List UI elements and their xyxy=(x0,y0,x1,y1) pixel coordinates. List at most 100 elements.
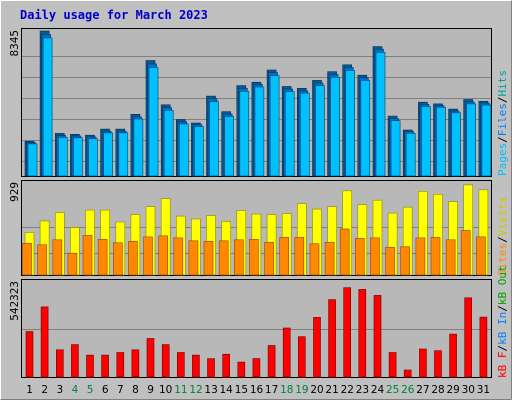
bar-pages-day-10 xyxy=(163,110,174,177)
day-label-18: 18 xyxy=(280,384,293,396)
legend-kb-out: kB Out xyxy=(496,265,509,305)
bar-kbytes-day-14 xyxy=(222,353,230,378)
bar-kbytes-day-5 xyxy=(86,354,94,378)
bar-pages-day-18 xyxy=(284,91,295,177)
bar-sites-day-11 xyxy=(173,237,184,276)
bar-sites-day-9 xyxy=(143,236,153,276)
bar-pages-day-4 xyxy=(73,137,83,177)
day-label-9: 9 xyxy=(147,384,154,396)
bar-kbytes-day-2 xyxy=(40,306,49,378)
bar-kbytes-day-7 xyxy=(116,352,125,378)
bar-kbytes-day-15 xyxy=(237,361,246,378)
bar-sites-day-22 xyxy=(339,228,350,276)
bar-kbytes-day-11 xyxy=(177,352,185,378)
bar-pages-day-23 xyxy=(360,80,371,177)
bar-sites-day-10 xyxy=(158,235,168,276)
day-label-6: 6 xyxy=(102,384,109,396)
bar-kbytes-day-29 xyxy=(449,333,457,378)
bar-pages-day-9 xyxy=(148,67,159,177)
bar-sites-day-12 xyxy=(188,240,199,276)
day-label-28: 28 xyxy=(431,384,444,396)
bar-kbytes-day-10 xyxy=(161,344,170,378)
bar-pages-day-3 xyxy=(57,137,68,177)
bar-kbytes-day-1 xyxy=(25,331,34,378)
bars-kbytes xyxy=(25,287,488,378)
bar-sites-day-1 xyxy=(22,243,32,276)
bar-kbytes-day-12 xyxy=(192,354,200,378)
day-label-30: 30 xyxy=(462,384,475,396)
bar-kbytes-day-3 xyxy=(55,349,64,378)
bar-pages-day-27 xyxy=(421,106,431,177)
bar-kbytes-day-27 xyxy=(419,348,427,378)
bar-pages-day-21 xyxy=(330,77,340,177)
bar-kbytes-day-13 xyxy=(207,358,215,378)
bar-pages-day-12 xyxy=(194,126,204,177)
bar-sites-day-17 xyxy=(264,242,274,276)
bar-sites-day-14 xyxy=(218,240,229,276)
bar-kbytes-day-26 xyxy=(403,369,412,378)
bar-kbytes-day-21 xyxy=(328,299,336,378)
legend-kb-f: kB F xyxy=(496,352,509,379)
bar-kbytes-day-23 xyxy=(358,289,367,378)
legend-bottom: kB F/kB In/kB Out xyxy=(496,265,509,378)
bar-pages-day-24 xyxy=(375,51,386,177)
legend-files: Files xyxy=(496,103,509,136)
day-label-7: 7 xyxy=(117,384,124,396)
bar-pages-day-13 xyxy=(209,101,219,177)
day-label-8: 8 xyxy=(132,384,139,396)
bar-sites-day-26 xyxy=(400,246,411,276)
day-label-29: 29 xyxy=(447,384,460,396)
bar-pages-day-8 xyxy=(133,118,144,177)
bar-pages-day-30 xyxy=(466,103,477,177)
bar-sites-day-30 xyxy=(460,230,471,276)
day-label-2: 2 xyxy=(41,384,48,396)
day-label-24: 24 xyxy=(371,384,385,396)
bar-kbytes-day-19 xyxy=(297,336,306,378)
bar-pages-day-26 xyxy=(405,133,416,177)
bar-sites-day-18 xyxy=(279,237,290,276)
ymax-label-middle: 929 xyxy=(8,182,21,202)
bar-sites-day-5 xyxy=(82,235,93,276)
bar-pages-day-1 xyxy=(27,143,38,177)
bar-pages-day-16 xyxy=(254,86,265,177)
bar-kbytes-day-20 xyxy=(313,317,321,378)
day-label-26: 26 xyxy=(401,384,415,396)
bar-pages-day-22 xyxy=(345,70,356,177)
day-label-15: 15 xyxy=(235,384,248,396)
legend-middle: Sites/Visits xyxy=(496,197,509,277)
day-label-13: 13 xyxy=(204,384,217,396)
day-label-27: 27 xyxy=(416,384,429,396)
bar-pages-day-25 xyxy=(390,120,401,177)
day-label-17: 17 xyxy=(265,384,278,396)
bar-kbytes-day-4 xyxy=(71,344,79,378)
ymax-label-bottom: 542323 xyxy=(8,281,21,321)
bar-pages-day-5 xyxy=(88,138,98,177)
bar-sites-day-28 xyxy=(430,237,441,276)
bar-sites-day-19 xyxy=(294,237,305,276)
bar-kbytes-day-17 xyxy=(267,345,276,378)
day-label-22: 22 xyxy=(341,384,354,396)
bar-sites-day-16 xyxy=(249,239,259,276)
day-label-20: 20 xyxy=(310,384,323,396)
bar-pages-day-7 xyxy=(118,132,129,177)
legend-visits: Visits xyxy=(496,197,509,237)
bar-sites-day-24 xyxy=(370,237,380,276)
bar-sites-day-15 xyxy=(234,239,244,276)
bar-sites-day-7 xyxy=(113,242,123,276)
bar-sites-day-3 xyxy=(52,239,63,276)
day-label-14: 14 xyxy=(220,384,234,396)
bar-kbytes-day-18 xyxy=(282,327,291,378)
bar-kbytes-day-28 xyxy=(434,350,442,378)
bar-pages-day-14 xyxy=(224,116,234,177)
bar-kbytes-day-9 xyxy=(146,338,155,378)
bar-sites-day-23 xyxy=(354,238,365,276)
day-label-16: 16 xyxy=(250,384,264,396)
bar-kbytes-day-24 xyxy=(373,295,382,378)
bar-kbytes-day-8 xyxy=(131,349,140,378)
bar-pages-day-29 xyxy=(451,112,461,177)
bar-sites-day-29 xyxy=(445,239,456,276)
day-label-31: 31 xyxy=(477,384,490,396)
day-label-10: 10 xyxy=(159,384,172,396)
bar-sites-day-21 xyxy=(324,242,335,276)
bar-pages-day-15 xyxy=(239,91,250,177)
